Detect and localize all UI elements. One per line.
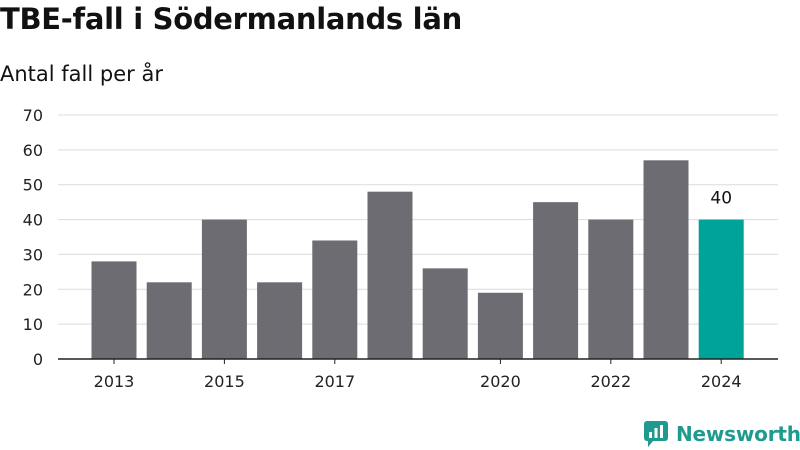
brand-logo[interactable]: Newsworthy	[644, 418, 800, 450]
y-tick-label: 30	[23, 245, 43, 264]
y-tick-label: 40	[23, 211, 43, 230]
bar-2018	[367, 191, 413, 359]
x-tick-label: 2022	[590, 372, 631, 391]
y-tick-label: 20	[23, 280, 43, 299]
y-tick-label: 10	[23, 315, 43, 334]
x-tick-label: 2020	[480, 372, 521, 391]
x-tick-label: 2017	[314, 372, 355, 391]
bar-2014	[146, 282, 192, 359]
x-tick-label: 2024	[701, 372, 742, 391]
chart-title: TBE-fall i Södermanlands län	[0, 2, 462, 36]
newsworthy-logo-icon	[644, 421, 668, 447]
bar-2019	[422, 268, 468, 359]
bar-2016	[257, 282, 303, 359]
bar-2017	[312, 240, 358, 359]
y-tick-label: 60	[23, 141, 43, 160]
bar-2024	[698, 219, 744, 359]
y-tick-label: 50	[23, 176, 43, 195]
x-tick-label: 2015	[204, 372, 245, 391]
bar-2022	[588, 219, 634, 359]
bar-2013	[91, 261, 137, 359]
chart-subtitle: Antal fall per år	[0, 62, 163, 86]
bar-2023	[643, 160, 689, 359]
y-tick-label: 0	[33, 350, 43, 369]
y-tick-label: 70	[23, 106, 43, 125]
brand-name: Newsworthy	[676, 422, 800, 446]
bar-2020	[477, 292, 523, 359]
x-tick-label: 2013	[94, 372, 135, 391]
bar-2021	[533, 202, 579, 359]
bar-2015	[201, 219, 247, 359]
data-label: 40	[710, 189, 732, 209]
